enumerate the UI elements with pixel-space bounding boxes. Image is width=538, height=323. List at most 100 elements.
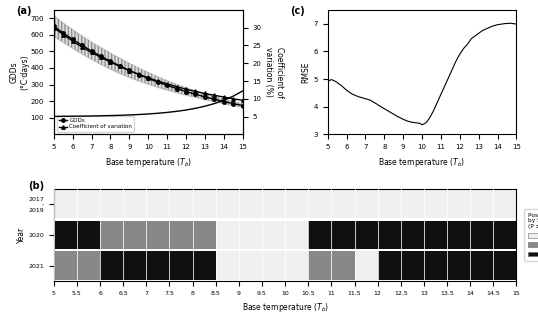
- Bar: [77, 221, 100, 249]
- GDDs: [69, 37, 76, 41]
- Bar: [193, 190, 216, 218]
- Bar: [493, 190, 516, 218]
- Bar: [216, 221, 239, 249]
- Bar: [378, 221, 401, 249]
- Bar: [262, 252, 285, 280]
- X-axis label: Base temperature ($T_b$): Base temperature ($T_b$): [105, 156, 192, 169]
- Bar: [308, 190, 331, 218]
- GDDs: [239, 104, 246, 108]
- Bar: [54, 221, 77, 249]
- Bar: [378, 252, 401, 280]
- Bar: [123, 221, 146, 249]
- Coefficient of variation: [60, 33, 67, 36]
- Bar: [169, 190, 193, 218]
- Coefficient of variation: [192, 89, 199, 93]
- Bar: [77, 190, 100, 218]
- Coefficient of variation: [98, 56, 104, 59]
- GDDs: [230, 102, 236, 106]
- Line: GDDs: GDDs: [52, 25, 244, 107]
- Bar: [447, 221, 470, 249]
- Coefficient of variation: [126, 69, 132, 73]
- Bar: [308, 221, 331, 249]
- Bar: [169, 252, 193, 280]
- Bar: [262, 190, 285, 218]
- Coefficient of variation: [183, 87, 189, 91]
- Bar: [401, 252, 424, 280]
- Bar: [401, 190, 424, 218]
- Bar: [216, 190, 239, 218]
- Coefficient of variation: [107, 60, 114, 64]
- GDDs: [202, 95, 208, 99]
- Bar: [169, 221, 193, 249]
- GDDs: [126, 68, 132, 72]
- GDDs: [117, 64, 123, 68]
- Bar: [285, 252, 308, 280]
- Text: (c): (c): [290, 6, 305, 16]
- Bar: [424, 190, 447, 218]
- GDDs: [154, 80, 161, 84]
- Coefficient of variation: [154, 79, 161, 83]
- Bar: [378, 190, 401, 218]
- Bar: [123, 252, 146, 280]
- Legend: a, ab, b: a, ab, b: [525, 209, 538, 261]
- Bar: [493, 221, 516, 249]
- Y-axis label: GDDs
(°C·days): GDDs (°C·days): [10, 54, 29, 90]
- Bar: [77, 252, 100, 280]
- Coefficient of variation: [221, 95, 227, 99]
- Bar: [355, 252, 378, 280]
- GDDs: [79, 43, 86, 47]
- Coefficient of variation: [202, 91, 208, 95]
- Y-axis label: Year: Year: [17, 227, 25, 243]
- GDDs: [145, 77, 152, 80]
- Coefficient of variation: [230, 97, 236, 101]
- Legend: GDDs, Coefficient of variation: GDDs, Coefficient of variation: [56, 116, 134, 132]
- GDDs: [221, 99, 227, 103]
- Bar: [493, 252, 516, 280]
- Bar: [355, 221, 378, 249]
- Coefficient of variation: [69, 39, 76, 43]
- Bar: [447, 252, 470, 280]
- GDDs: [107, 59, 114, 63]
- Bar: [239, 252, 262, 280]
- Bar: [146, 252, 169, 280]
- Coefficient of variation: [79, 45, 86, 49]
- Coefficient of variation: [51, 26, 57, 29]
- Bar: [239, 190, 262, 218]
- Bar: [100, 252, 123, 280]
- Bar: [470, 221, 493, 249]
- GDDs: [136, 73, 142, 77]
- Bar: [401, 221, 424, 249]
- Bar: [285, 190, 308, 218]
- Coefficient of variation: [239, 98, 246, 102]
- GDDs: [192, 92, 199, 96]
- Bar: [308, 252, 331, 280]
- Bar: [123, 190, 146, 218]
- GDDs: [164, 83, 171, 87]
- X-axis label: Base temperature ($T_b$): Base temperature ($T_b$): [379, 156, 465, 169]
- GDDs: [173, 87, 180, 90]
- Bar: [146, 190, 169, 218]
- Y-axis label: Coefficient of
variation (%): Coefficient of variation (%): [264, 47, 284, 98]
- Bar: [216, 252, 239, 280]
- Bar: [355, 190, 378, 218]
- Line: Coefficient of variation: Coefficient of variation: [52, 26, 244, 102]
- Bar: [239, 221, 262, 249]
- Text: (a): (a): [16, 6, 32, 16]
- Bar: [100, 221, 123, 249]
- Bar: [470, 252, 493, 280]
- Coefficient of variation: [211, 93, 217, 97]
- Coefficient of variation: [117, 65, 123, 68]
- Bar: [193, 221, 216, 249]
- Bar: [447, 190, 470, 218]
- Bar: [424, 221, 447, 249]
- Coefficient of variation: [164, 82, 171, 86]
- Bar: [54, 252, 77, 280]
- Bar: [262, 221, 285, 249]
- Bar: [331, 190, 355, 218]
- Bar: [193, 252, 216, 280]
- Bar: [285, 221, 308, 249]
- Bar: [54, 190, 77, 218]
- GDDs: [60, 31, 67, 35]
- Text: (b): (b): [29, 182, 45, 192]
- Coefficient of variation: [136, 72, 142, 76]
